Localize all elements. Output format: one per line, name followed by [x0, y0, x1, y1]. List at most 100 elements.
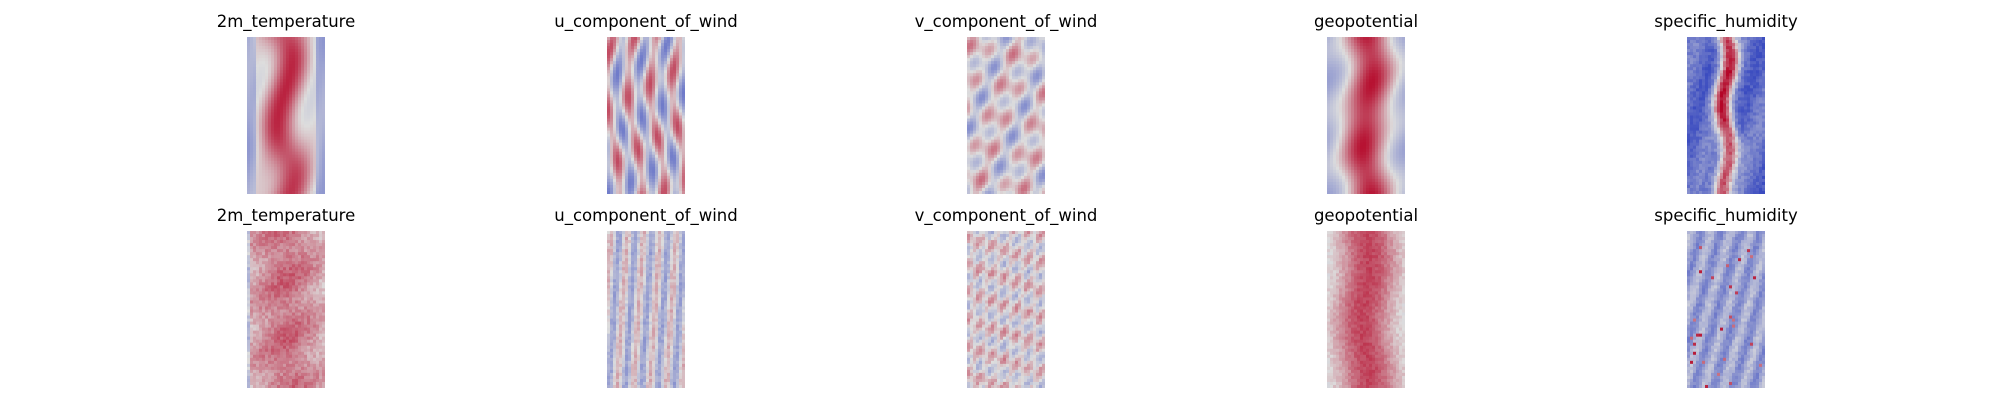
heatmap-cell: [661, 88, 665, 92]
heatmap-cell: [679, 103, 683, 107]
heatmap-cell: [667, 175, 671, 180]
heatmap-cell: [283, 187, 287, 192]
heatmap-cell: [316, 43, 320, 47]
heatmap-cell: [661, 142, 665, 147]
heatmap-cell: [1384, 115, 1388, 119]
heatmap-cell: [1375, 103, 1379, 107]
heatmap-cell: [1387, 118, 1391, 122]
heatmap-cell: [1375, 136, 1379, 141]
heatmap-cell: [286, 73, 290, 77]
heatmap-cell: [658, 94, 662, 98]
heatmap-cell: [1402, 97, 1405, 101]
heatmap-cell: [250, 64, 254, 68]
heatmap-cell: [289, 73, 293, 77]
heatmap-cell: [262, 160, 266, 165]
heatmap-cell: [322, 109, 325, 113]
heatmap-cell: [649, 187, 653, 192]
heatmap-cell: [970, 100, 974, 104]
heatmap-cell: [319, 163, 323, 168]
heatmap-cell: [607, 121, 611, 125]
heatmap-cell: [1345, 85, 1349, 89]
heatmap-cell: [670, 49, 674, 53]
heatmap-cell: [1393, 55, 1397, 59]
heatmap-cell: [1327, 58, 1331, 62]
heatmap-cell: [1384, 73, 1388, 77]
heatmap-cell: [973, 103, 977, 107]
heatmap-cell: [268, 106, 272, 110]
heatmap-cell: [1342, 142, 1346, 147]
heatmap-cell: [292, 142, 296, 147]
heatmap-cell: [1351, 52, 1355, 56]
heatmap-cell: [256, 76, 260, 80]
heatmap-cell: [979, 91, 983, 95]
heatmap-cell: [1354, 109, 1358, 113]
heatmap-cell: [1000, 133, 1004, 138]
heatmap-cell: [976, 118, 980, 122]
heatmap-cell: [631, 136, 635, 141]
heatmap-cell: [1366, 61, 1370, 65]
heatmap-cell: [988, 136, 992, 141]
heatmap-cell: [268, 172, 272, 177]
heatmap-cell: [616, 157, 620, 162]
heatmap-cell: [682, 61, 685, 65]
heatmap-cell: [316, 166, 320, 171]
heatmap-cell: [283, 79, 287, 83]
heatmap-cell: [1015, 91, 1019, 95]
heatmap-cell: [673, 40, 677, 44]
heatmap-cell: [649, 88, 653, 92]
heatmap-cell: [1399, 109, 1403, 113]
heatmap-cell: [682, 76, 685, 80]
heatmap-cell: [991, 169, 995, 174]
heatmap-cell: [991, 85, 995, 89]
heatmap-cell: [673, 190, 677, 194]
heatmap-cell: [652, 97, 656, 101]
heatmap-cell: [1015, 148, 1019, 153]
heatmap-cell: [1018, 139, 1022, 144]
heatmap-cell: [679, 112, 683, 116]
heatmap-cell: [643, 178, 647, 183]
heatmap-cell: [265, 157, 269, 162]
heatmap-cell: [283, 40, 287, 44]
heatmap-cell: [1000, 184, 1004, 189]
heatmap-cell: [982, 109, 986, 113]
heatmap-cell: [265, 187, 269, 192]
heatmap-cell: [607, 40, 611, 44]
heatmap-cell: [1375, 112, 1379, 116]
heatmap-cell: [280, 127, 284, 131]
heatmap-cell: [274, 37, 278, 41]
heatmap-cell: [292, 178, 296, 183]
heatmap-cell: [973, 130, 977, 135]
heatmap-cell: [985, 103, 989, 107]
heatmap-cell: [1378, 79, 1382, 83]
heatmap-cell: [268, 109, 272, 113]
heatmap-cell: [628, 145, 632, 150]
heatmap-cell: [673, 169, 677, 174]
heatmap-cell: [265, 58, 269, 62]
heatmap-cell: [1042, 151, 1045, 156]
heatmap-cell: [667, 115, 671, 119]
heatmap-cell: [682, 154, 685, 159]
heatmap-cell: [1372, 106, 1376, 110]
heatmap-cell: [988, 157, 992, 162]
heatmap-cell: [1384, 37, 1388, 41]
heatmap-cell: [679, 70, 683, 74]
heatmap-cell: [283, 136, 287, 141]
heatmap-cell: [271, 97, 275, 101]
heatmap-cell: [250, 118, 254, 122]
heatmap-cell: [1372, 55, 1376, 59]
heatmap-cell: [319, 82, 323, 86]
heatmap-cell: [1390, 79, 1394, 83]
heatmap-cell: [1348, 82, 1352, 86]
heatmap-cell: [322, 178, 325, 183]
heatmap-cell: [286, 181, 290, 186]
heatmap-cell: [661, 115, 665, 119]
heatmap-cell: [649, 157, 653, 162]
heatmap-cell: [661, 73, 665, 77]
heatmap-cell: [682, 172, 685, 177]
heatmap-cell: [982, 133, 986, 138]
heatmap-cell: [619, 91, 623, 95]
heatmap-cell: [1375, 58, 1379, 62]
heatmap-cell: [1369, 118, 1373, 122]
heatmap-cell: [292, 58, 296, 62]
heatmap-cell: [1348, 139, 1352, 144]
